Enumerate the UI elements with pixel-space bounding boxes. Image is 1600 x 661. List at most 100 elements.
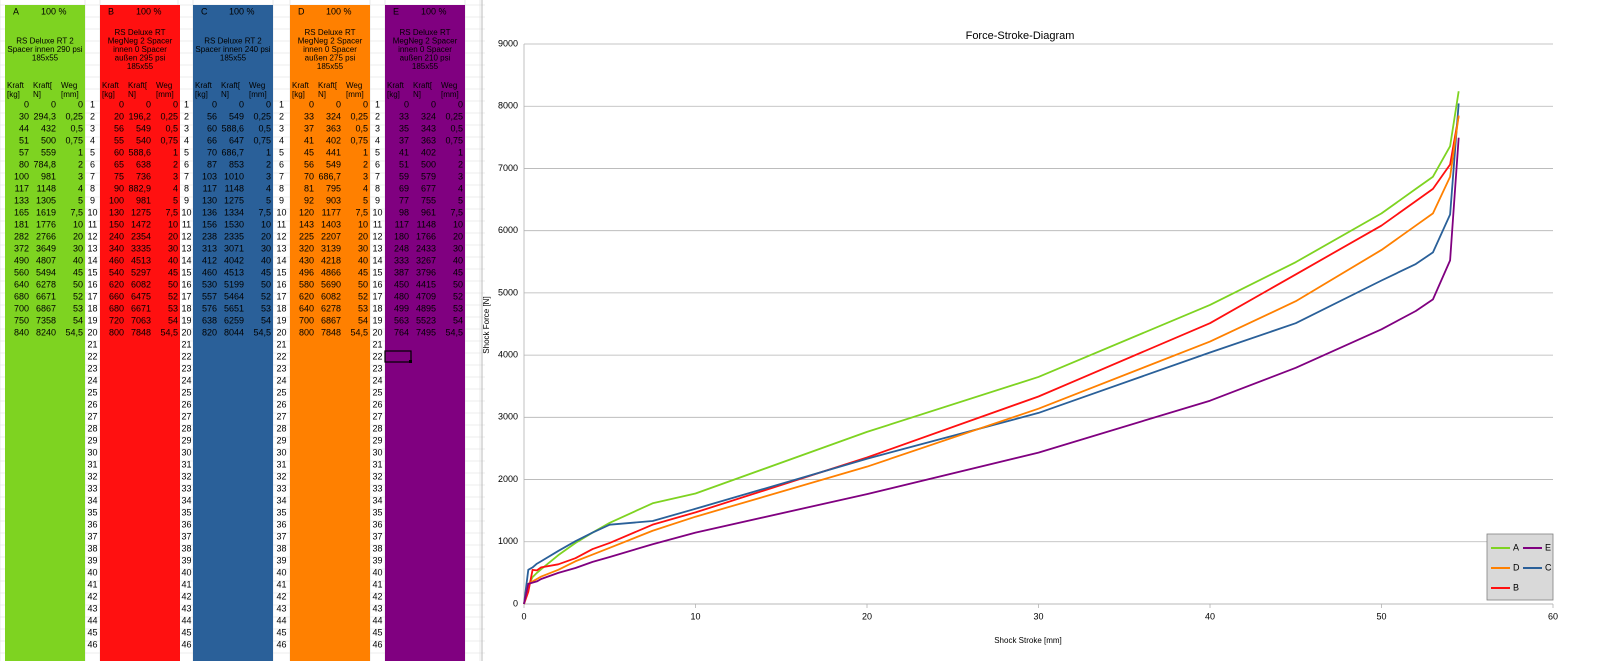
cell-value: 4 <box>78 183 83 193</box>
cell-value: 33 <box>399 111 409 121</box>
cell-value: 1305 <box>36 195 56 205</box>
row-number: 15 <box>87 267 97 277</box>
cell-value: 588,6 <box>221 123 244 133</box>
block-description: außen 275 psi <box>305 54 356 63</box>
cell-value: 33 <box>304 111 314 121</box>
cell-value: 0,5 <box>258 123 271 133</box>
cell-value: 0,5 <box>450 123 463 133</box>
cell-value: 20 <box>358 231 368 241</box>
cell-value: 313 <box>202 243 217 253</box>
cell-value: 6867 <box>321 315 341 325</box>
cell-value: 0 <box>404 99 409 109</box>
row-number: 1 <box>184 99 189 109</box>
row-number: 22 <box>372 351 382 361</box>
row-number: 12 <box>87 231 97 241</box>
column-header: Weg <box>441 81 457 90</box>
row-number: 20 <box>276 327 286 337</box>
row-number: 34 <box>181 495 191 505</box>
cell-value: 165 <box>14 207 29 217</box>
cell-value: 800 <box>109 327 124 337</box>
row-number: 16 <box>181 279 191 289</box>
cell-value: 1619 <box>36 207 56 217</box>
row-number: 41 <box>87 579 97 589</box>
cell-value: 5 <box>363 195 368 205</box>
cell-value: 1 <box>173 147 178 157</box>
row-number: 16 <box>87 279 97 289</box>
row-number: 14 <box>181 255 191 265</box>
cell-value: 700 <box>14 303 29 313</box>
cell-value: 1472 <box>131 219 151 229</box>
cell-value: 196,2 <box>128 111 151 121</box>
cell-value: 3 <box>266 171 271 181</box>
cell-value: 764 <box>394 327 409 337</box>
row-number: 38 <box>181 543 191 553</box>
cell-value: 2433 <box>416 243 436 253</box>
y-tick-label: 3000 <box>498 412 518 422</box>
cell-value: 540 <box>136 135 151 145</box>
cell-value: 0 <box>458 99 463 109</box>
row-number: 23 <box>181 363 191 373</box>
column-header: [mm] <box>346 90 364 99</box>
row-number: 18 <box>372 303 382 313</box>
block-description: RS Deluxe RT <box>400 28 451 37</box>
row-number: 33 <box>276 483 286 493</box>
cell-value: 87 <box>207 159 217 169</box>
cell-value: 853 <box>229 159 244 169</box>
cell-value: 41 <box>304 135 314 145</box>
row-number: 36 <box>372 519 382 529</box>
chart: Force-Stroke-Diagram Shock Stroke [mm] S… <box>482 30 1558 645</box>
cell-value: 2766 <box>36 231 56 241</box>
row-number: 21 <box>372 339 382 349</box>
cell-value: 6671 <box>36 291 56 301</box>
cell-value: 20 <box>114 111 124 121</box>
row-number: 4 <box>90 135 95 145</box>
cell-value: 40 <box>261 255 271 265</box>
cell-value: 65 <box>114 159 124 169</box>
row-number: 3 <box>90 123 95 133</box>
row-number: 15 <box>276 267 286 277</box>
column-header: [kg] <box>7 90 20 99</box>
row-number: 33 <box>181 483 191 493</box>
cell-value: 363 <box>326 123 341 133</box>
row-number: 11 <box>373 219 382 229</box>
cell-value: 8044 <box>224 327 244 337</box>
row-number: 39 <box>276 555 286 565</box>
column-header: Kraft <box>7 81 25 90</box>
selected-cell <box>384 350 412 363</box>
row-number: 39 <box>181 555 191 565</box>
cell-value: 333 <box>394 255 409 265</box>
cell-value: 961 <box>421 207 436 217</box>
cell-value: 1275 <box>224 195 244 205</box>
row-number: 9 <box>375 195 380 205</box>
cell-value: 540 <box>109 267 124 277</box>
cell-value: 130 <box>109 207 124 217</box>
x-tick-label: 30 <box>1033 611 1043 621</box>
cell-value: 225 <box>299 231 314 241</box>
cell-value: 56 <box>114 123 124 133</box>
row-number: 18 <box>87 303 97 313</box>
row-number: 21 <box>87 339 97 349</box>
row-number: 30 <box>276 447 286 457</box>
cell-value: 1766 <box>416 231 436 241</box>
row-number: 2 <box>375 111 380 121</box>
row-number: 5 <box>279 147 284 157</box>
cell-value: 10 <box>358 219 368 229</box>
row-number: 32 <box>87 471 97 481</box>
cell-value: 647 <box>229 135 244 145</box>
row-number: 32 <box>181 471 191 481</box>
cell-value: 4807 <box>36 255 56 265</box>
cell-value: 496 <box>299 267 314 277</box>
cell-value: 499 <box>394 303 409 313</box>
column-header: [mm] <box>61 90 79 99</box>
row-number: 26 <box>372 399 382 409</box>
row-number: 43 <box>372 603 382 613</box>
row-number: 42 <box>181 591 191 601</box>
cell-value: 340 <box>109 243 124 253</box>
row-number: 45 <box>372 627 382 637</box>
row-number: 46 <box>372 639 382 649</box>
cell-value: 1403 <box>321 219 341 229</box>
cell-value: 8240 <box>36 327 56 337</box>
cell-value: 0,75 <box>160 135 178 145</box>
cell-value: 460 <box>202 267 217 277</box>
row-number: 38 <box>276 543 286 553</box>
